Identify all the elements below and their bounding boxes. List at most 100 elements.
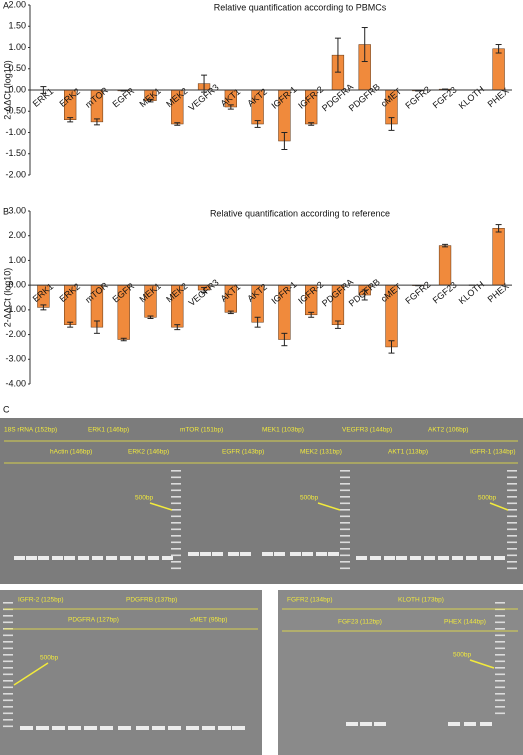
error-bar <box>281 132 288 150</box>
panel-label: A <box>3 0 9 10</box>
x-tick-label: KLOTH <box>457 279 486 306</box>
dna-band <box>38 556 49 560</box>
error-bar <box>201 287 208 294</box>
error-bar <box>147 315 154 320</box>
ladder-band <box>340 489 350 492</box>
dna-band <box>302 552 313 556</box>
ladder-band <box>507 561 517 563</box>
dna-band <box>200 552 211 556</box>
error-bar <box>388 117 395 131</box>
y-tick-label: 2.00 <box>8 0 26 9</box>
ladder-band <box>507 483 517 485</box>
error-bar <box>495 224 502 233</box>
error-bar <box>174 122 181 126</box>
error-bar <box>147 98 154 103</box>
ladder-band <box>507 567 517 570</box>
x-tick-label: FGF23 <box>431 85 459 111</box>
dna-band <box>92 556 103 560</box>
dna-band <box>262 552 273 556</box>
ladder-band <box>3 654 13 656</box>
dna-band <box>64 556 75 560</box>
gel-label: hActin (146bp) <box>50 449 92 456</box>
ladder-band <box>495 673 505 676</box>
ladder-band <box>507 496 517 498</box>
ladder-band <box>171 470 181 472</box>
gel-label: PDGFRA (127bp) <box>68 617 119 624</box>
bar <box>492 228 505 286</box>
ladder-band <box>3 667 13 669</box>
dna-band <box>228 552 239 556</box>
dna-band <box>20 726 33 730</box>
error-bar <box>361 27 368 63</box>
ladder-band <box>507 476 517 479</box>
ladder-band <box>507 489 517 492</box>
gel-label: mTOR (151bp) <box>180 427 223 434</box>
error-bar <box>281 332 288 347</box>
dna-band <box>466 556 477 560</box>
dna-band <box>106 556 117 560</box>
dna-band <box>396 556 407 560</box>
dna-band <box>384 556 395 560</box>
dna-band <box>134 556 145 560</box>
dna-band <box>218 726 231 730</box>
dna-band <box>448 722 460 726</box>
gel-label: FGF23 (112bp) <box>338 619 382 626</box>
y-tick-label: 1.50 <box>8 21 26 31</box>
ladder-band <box>507 522 517 524</box>
dna-band <box>212 552 223 556</box>
ladder-band <box>507 509 517 511</box>
y-tick-label: -3.00 <box>5 354 26 364</box>
dna-band <box>152 726 165 730</box>
dna-band <box>316 552 327 556</box>
ladder-band <box>495 602 505 604</box>
ladder-band <box>3 641 13 643</box>
gel-arrow <box>317 502 341 511</box>
ladder-band <box>3 660 13 663</box>
ladder-band <box>507 554 517 557</box>
error-bar <box>361 289 368 301</box>
ladder-band <box>340 496 350 498</box>
error-bar <box>93 320 100 334</box>
dna-band <box>410 556 421 560</box>
dna-band <box>84 726 97 730</box>
ladder-band <box>171 541 181 544</box>
dna-band <box>480 722 492 726</box>
dna-band <box>360 722 372 726</box>
error-bar <box>227 310 234 315</box>
dna-band <box>356 556 367 560</box>
gel-label: MEK1 (103bp) <box>262 427 304 434</box>
ladder-band <box>507 502 517 505</box>
x-tick-label: MEK1 <box>137 86 162 109</box>
dna-band <box>188 552 199 556</box>
ladder-band <box>340 561 350 563</box>
dna-band <box>438 556 449 560</box>
ladder-band <box>495 680 505 682</box>
ladder-band <box>495 647 505 650</box>
dna-band <box>68 726 81 730</box>
y-tick-label: 1.00 <box>8 42 26 52</box>
ladder-band <box>507 535 517 537</box>
gel-arrow <box>13 662 49 686</box>
panel-label: B <box>3 206 9 216</box>
dna-band <box>148 556 159 560</box>
ladder-band <box>3 673 13 676</box>
dna-band <box>424 556 435 560</box>
gel-label: AKT1 (113bp) <box>388 449 428 456</box>
ladder-band <box>171 535 181 537</box>
y-tick-label: 0.50 <box>8 63 26 73</box>
ladder-band <box>340 483 350 485</box>
ladder-band <box>171 509 181 511</box>
ladder-band <box>340 535 350 537</box>
y-tick-label: 0.00 <box>8 84 26 94</box>
dna-band <box>26 556 37 560</box>
error-bar <box>334 37 341 73</box>
error-bar <box>201 74 208 93</box>
gel-label: PDGFRB (137bp) <box>126 597 177 604</box>
panel-label: C <box>3 404 10 414</box>
ladder-band <box>507 528 517 531</box>
ladder-band <box>495 621 505 624</box>
x-tick-label: VEGFR3 <box>187 277 221 308</box>
ladder-band <box>3 693 13 695</box>
dna-band <box>240 552 251 556</box>
